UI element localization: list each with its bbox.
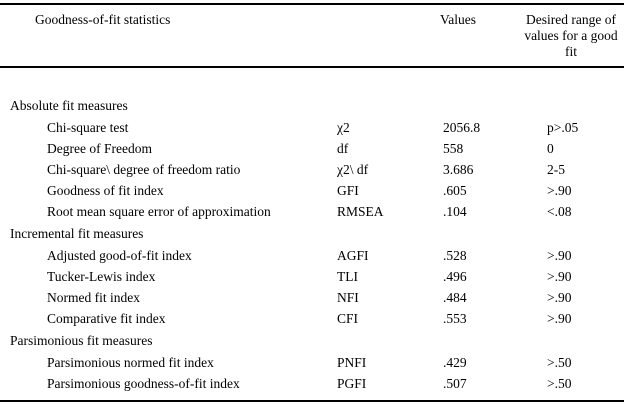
table-row: Adjusted good-of-fit index AGFI .528 >.9… <box>0 245 624 266</box>
row-symbol: df <box>337 141 349 156</box>
row-symbol: GFI <box>337 183 359 198</box>
table-row: Chi-square\ degree of freedom ratio χ2\ … <box>0 159 624 180</box>
table-row: Comparative fit index CFI .553 >.90 <box>0 308 624 329</box>
row-label: Adjusted good-of-fit index <box>47 248 192 263</box>
row-value: .484 <box>443 290 467 305</box>
table-header: Goodness-of-fit statistics Values Desire… <box>0 0 624 66</box>
row-symbol: χ2 <box>337 120 350 135</box>
table-row: Root mean square error of approximation … <box>0 201 624 222</box>
row-label: Chi-square test <box>47 120 129 135</box>
row-label: Goodness of fit index <box>47 183 164 198</box>
row-desired: >.90 <box>547 290 572 305</box>
row-value: .507 <box>443 376 467 391</box>
row-symbol: AGFI <box>337 248 369 263</box>
row-value: 2056.8 <box>443 120 481 135</box>
row-symbol: χ2\ df <box>337 162 369 177</box>
table-row: Goodness of fit index GFI .605 >.90 <box>0 180 624 201</box>
row-desired: >.90 <box>547 269 572 284</box>
column-header-values: Values <box>440 12 476 27</box>
table-row: Parsimonious goodness-of-fit index PGFI … <box>0 373 624 394</box>
row-label: Degree of Freedom <box>47 141 152 156</box>
row-label: Parsimonious normed fit index <box>47 355 214 370</box>
row-label: Parsimonious goodness-of-fit index <box>47 376 240 391</box>
row-desired: 0 <box>547 141 554 156</box>
row-label: Chi-square\ degree of freedom ratio <box>47 162 241 177</box>
row-symbol: NFI <box>337 290 359 305</box>
row-label: Root mean square error of approximation <box>47 204 271 219</box>
row-label: Comparative fit index <box>47 311 166 326</box>
table-bottom-rule <box>0 400 624 402</box>
column-header-desired-range: Desired range of values for a good fit <box>524 12 618 59</box>
table-top-rule <box>0 3 624 5</box>
row-symbol: RMSEA <box>337 204 384 219</box>
row-desired: >.90 <box>547 311 572 326</box>
table-row: Tucker-Lewis index TLI .496 >.90 <box>0 266 624 287</box>
row-value: .528 <box>443 248 467 263</box>
row-desired: p>.05 <box>547 120 579 135</box>
row-desired: >.50 <box>547 355 572 370</box>
row-value: .104 <box>443 204 467 219</box>
row-desired: >.90 <box>547 183 572 198</box>
row-symbol: CFI <box>337 311 359 326</box>
row-desired: 2-5 <box>547 162 565 177</box>
table-row: Degree of Freedom df 558 0 <box>0 138 624 159</box>
row-desired: <.08 <box>547 204 572 219</box>
row-desired: >.90 <box>547 248 572 263</box>
table-header-rule <box>0 66 624 68</box>
table-row: Parsimonious normed fit index PNFI .429 … <box>0 352 624 373</box>
row-symbol: PNFI <box>337 355 367 370</box>
section-title-absolute: Absolute fit measures <box>10 98 128 113</box>
row-value: 3.686 <box>443 162 474 177</box>
table-row: Chi-square test χ2 2056.8 p>.05 <box>0 117 624 138</box>
row-value: 558 <box>443 141 464 156</box>
row-symbol: PGFI <box>337 376 367 391</box>
row-value: .429 <box>443 355 467 370</box>
column-header-statistics: Goodness-of-fit statistics <box>35 12 171 27</box>
row-label: Normed fit index <box>47 290 140 305</box>
table-row: Normed fit index NFI .484 >.90 <box>0 287 624 308</box>
section-title-parsimonious: Parsimonious fit measures <box>10 333 153 348</box>
row-value: .496 <box>443 269 467 284</box>
row-label: Tucker-Lewis index <box>47 269 156 284</box>
row-value: .605 <box>443 183 467 198</box>
row-symbol: TLI <box>337 269 358 284</box>
row-value: .553 <box>443 311 467 326</box>
section-title-incremental: Incremental fit measures <box>10 226 144 241</box>
table-body: Absolute fit measures Chi-square test χ2… <box>0 94 624 394</box>
row-desired: >.50 <box>547 376 572 391</box>
